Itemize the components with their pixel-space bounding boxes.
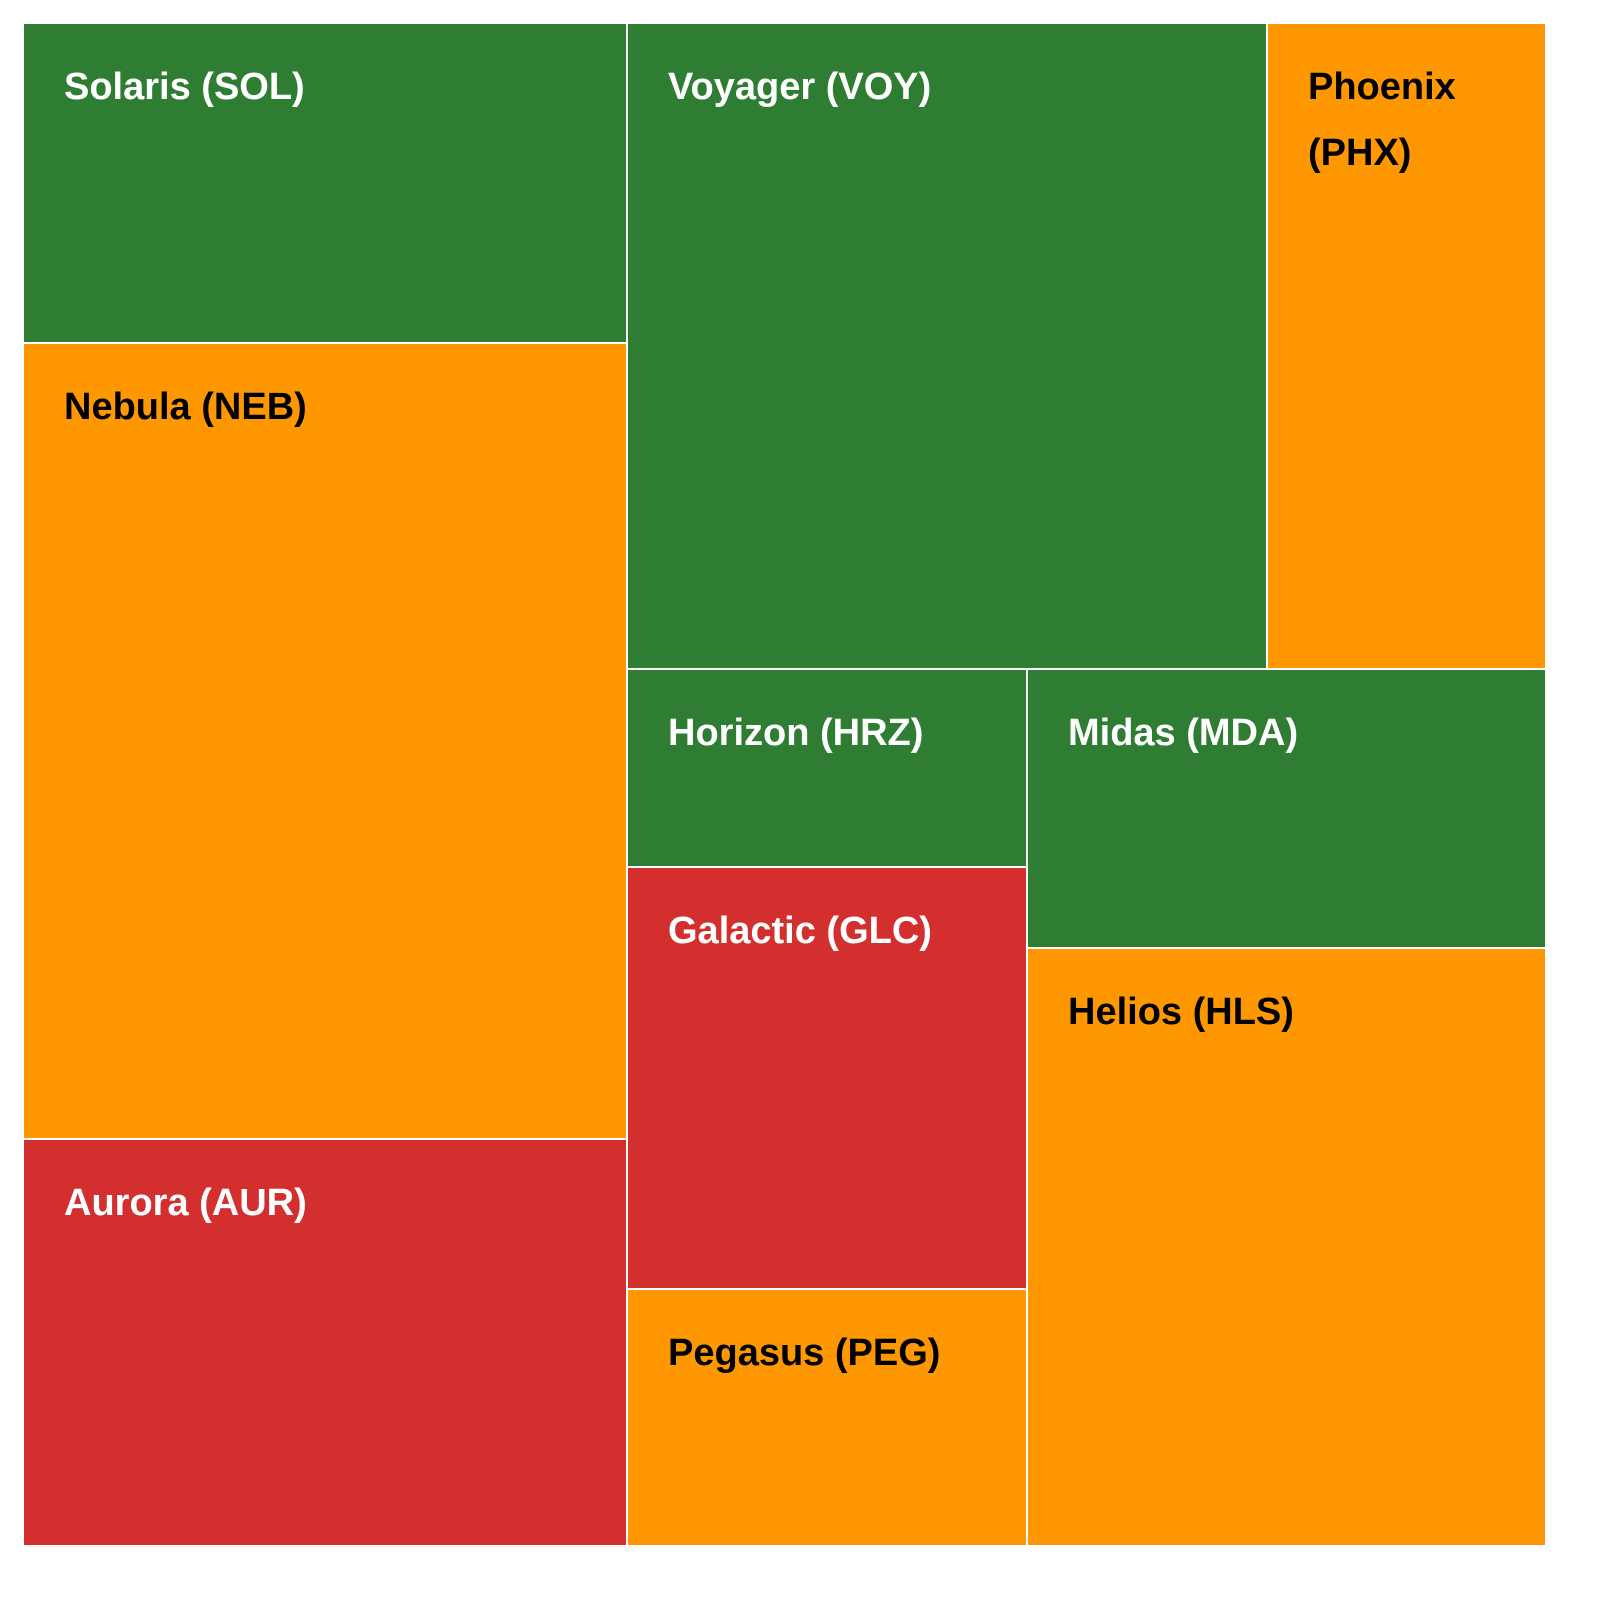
treemap-tile-galactic-glc: Galactic (GLC) — [626, 866, 1028, 1290]
treemap-tile-label: Pegasus (PEG) — [668, 1332, 941, 1374]
treemap-tile-horizon-hrz: Horizon (HRZ) — [626, 668, 1028, 868]
treemap-tile-label: Solaris (SOL) — [64, 66, 305, 108]
treemap-tile-label: Voyager (VOY) — [668, 66, 932, 108]
treemap-tile-label: Midas (MDA) — [1068, 712, 1299, 754]
treemap-tile-label: Galactic (GLC) — [668, 910, 932, 952]
treemap-tile-phoenix-phx: Phoenix (PHX) — [1266, 22, 1547, 670]
treemap-tile-nebula-neb: Nebula (NEB) — [22, 342, 628, 1140]
treemap-tile-voyager-voy: Voyager (VOY) — [626, 22, 1268, 670]
treemap-tile-label: Nebula (NEB) — [64, 386, 307, 428]
treemap-tile-pegasus-peg: Pegasus (PEG) — [626, 1288, 1028, 1547]
treemap-tile-solaris-sol: Solaris (SOL) — [22, 22, 628, 344]
treemap-tile-label: Helios (HLS) — [1068, 991, 1294, 1033]
treemap-tile-label: Phoenix (PHX) — [1308, 66, 1456, 174]
treemap-tile-label: Aurora (AUR) — [64, 1182, 307, 1224]
treemap-tile-label: Horizon (HRZ) — [668, 712, 924, 754]
treemap-tile-helios-hls: Helios (HLS) — [1026, 947, 1547, 1547]
treemap-tile-midas-mda: Midas (MDA) — [1026, 668, 1547, 949]
treemap-tile-aurora-aur: Aurora (AUR) — [22, 1138, 628, 1547]
